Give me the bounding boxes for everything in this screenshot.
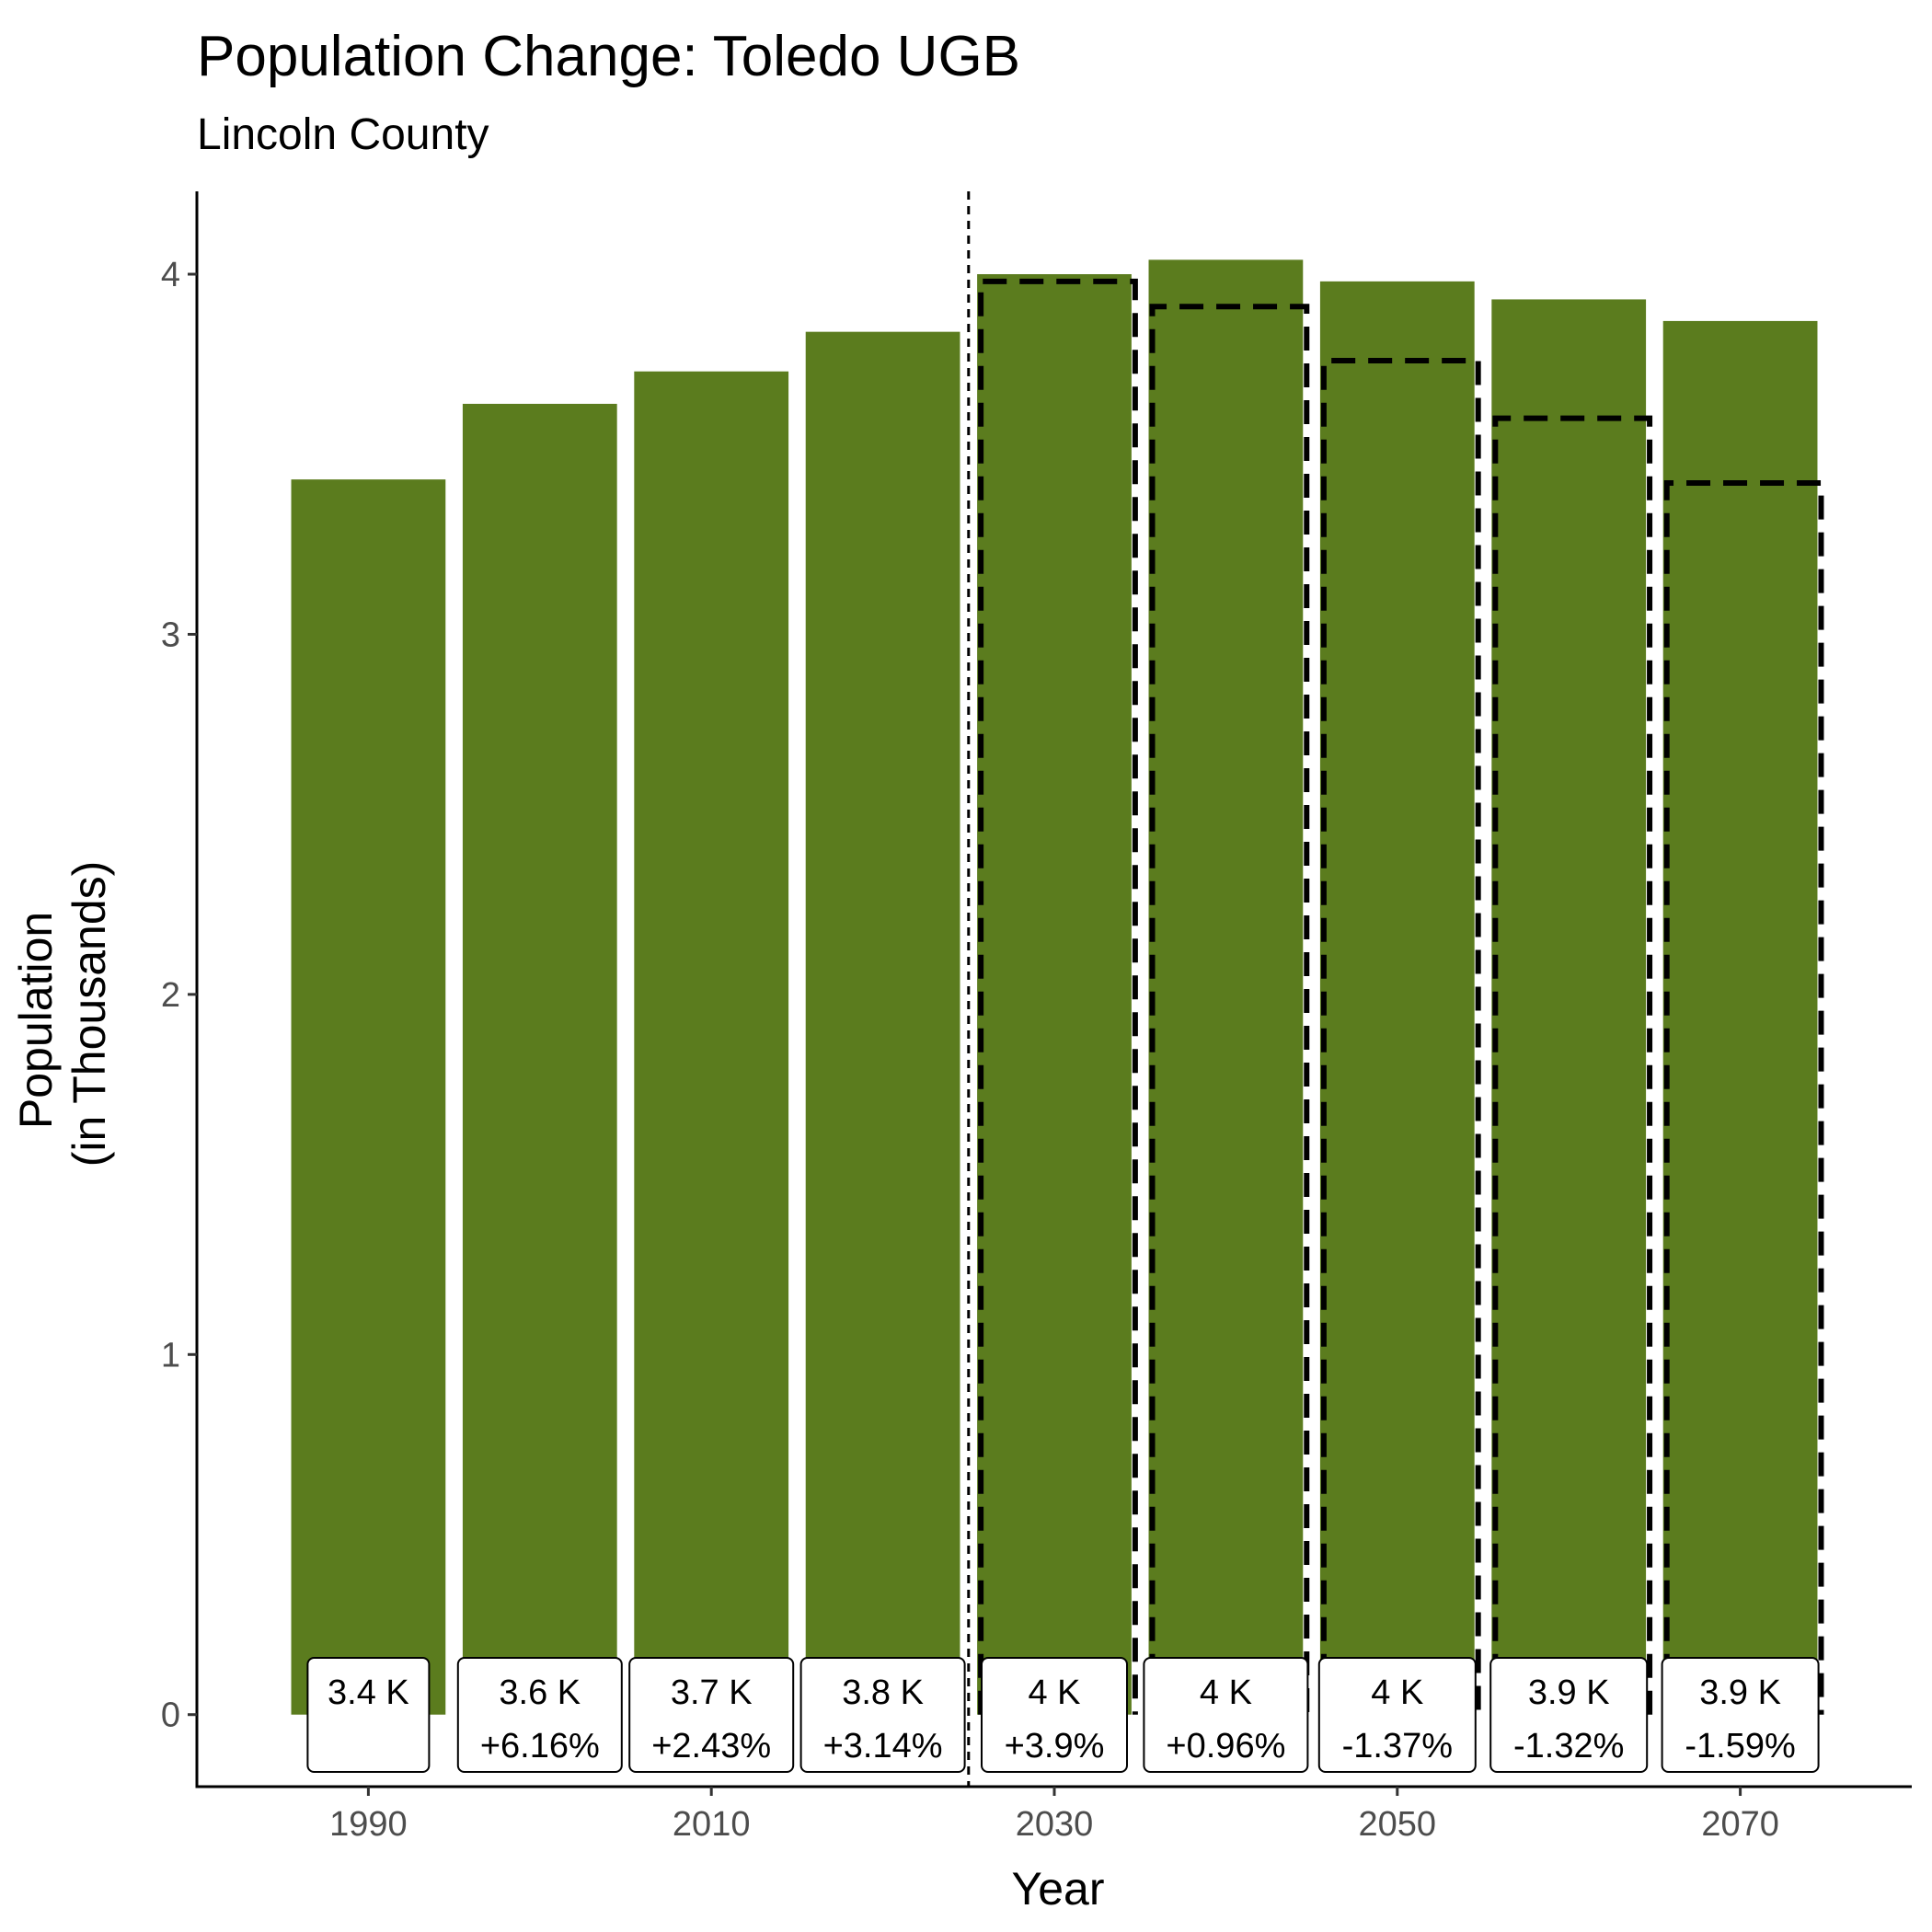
label-box-2040 — [1143, 1657, 1309, 1773]
label-change-2050: -1.37% — [1342, 1727, 1453, 1765]
x-tick-label-2030: 2030 — [1016, 1805, 1094, 1844]
y-tick-label-1: 1 — [161, 1336, 180, 1374]
label-change-2020: +3.14% — [823, 1727, 943, 1765]
label-value-2000: 3.6 K — [499, 1673, 581, 1712]
label-change-2030: +3.9% — [1005, 1727, 1105, 1765]
label-box-2000 — [456, 1657, 623, 1773]
label-value-2010: 3.7 K — [671, 1673, 753, 1712]
label-box-2070 — [1661, 1657, 1820, 1773]
label-box-1990 — [306, 1657, 431, 1773]
x-tick-label-2070: 2070 — [1701, 1805, 1779, 1844]
bar-2050 — [1319, 281, 1475, 1715]
bar-2060 — [1491, 299, 1647, 1715]
chart-title: Population Change: Toledo UGB — [197, 25, 1020, 88]
y-tick-label-3: 3 — [161, 615, 180, 654]
chart-subtitle: Lincoln County — [197, 110, 489, 159]
label-box-2060 — [1489, 1657, 1649, 1773]
bar-1990 — [291, 479, 446, 1715]
bar-2040 — [1148, 259, 1304, 1715]
y-axis-title-line-2: (in Thousands) — [63, 861, 115, 1167]
label-change-2000: +6.16% — [480, 1727, 600, 1765]
label-box-2010 — [628, 1657, 795, 1773]
label-change-2060: -1.32% — [1513, 1727, 1624, 1765]
bar-2010 — [634, 371, 789, 1715]
x-tick-label-2050: 2050 — [1359, 1805, 1437, 1844]
y-tick-label-0: 0 — [161, 1696, 180, 1735]
label-change-2070: -1.59% — [1685, 1727, 1795, 1765]
label-value-2020: 3.8 K — [842, 1673, 924, 1712]
label-change-2040: +0.96% — [1166, 1727, 1285, 1765]
label-value-2060: 3.9 K — [1528, 1673, 1610, 1712]
label-value-2030: 4 K — [1028, 1673, 1080, 1712]
label-change-2010: +2.43% — [651, 1727, 771, 1765]
label-value-2070: 3.9 K — [1699, 1673, 1781, 1712]
label-box-2020 — [799, 1657, 966, 1773]
dashed-outline-bar-2070 — [1663, 480, 1824, 1715]
y-axis-title-line-1: Population — [10, 912, 62, 1129]
bar-2070 — [1662, 320, 1818, 1715]
x-tick-label-2010: 2010 — [673, 1805, 751, 1844]
bar-2030 — [977, 274, 1132, 1715]
bar-2000 — [462, 403, 617, 1715]
x-tick-label-1990: 1990 — [329, 1805, 408, 1844]
bar-2020 — [805, 331, 960, 1715]
dashed-outline-bar-2050 — [1320, 357, 1481, 1715]
dashed-outline-bar-2030 — [978, 278, 1138, 1715]
label-value-2050: 4 K — [1371, 1673, 1423, 1712]
label-value-1990: 3.4 K — [328, 1673, 409, 1712]
dashed-outline-bar-2040 — [1149, 304, 1310, 1715]
dashed-outline-bar-2060 — [1492, 415, 1653, 1715]
label-value-2040: 4 K — [1200, 1673, 1252, 1712]
label-box-2030 — [981, 1657, 1128, 1773]
y-tick-label-2: 2 — [161, 976, 180, 1015]
label-box-2050 — [1317, 1657, 1477, 1773]
y-tick-label-4: 4 — [161, 256, 180, 294]
x-axis-title: Year — [1011, 1863, 1104, 1915]
y-axis-title: Population (in Thousands) — [10, 861, 115, 1167]
